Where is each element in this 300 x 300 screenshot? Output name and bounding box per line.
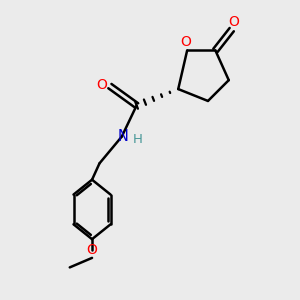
Text: H: H — [133, 133, 143, 146]
Text: O: O — [228, 15, 239, 29]
Text: O: O — [96, 78, 107, 92]
Text: O: O — [181, 35, 191, 49]
Text: N: N — [118, 129, 129, 144]
Text: O: O — [87, 243, 98, 256]
